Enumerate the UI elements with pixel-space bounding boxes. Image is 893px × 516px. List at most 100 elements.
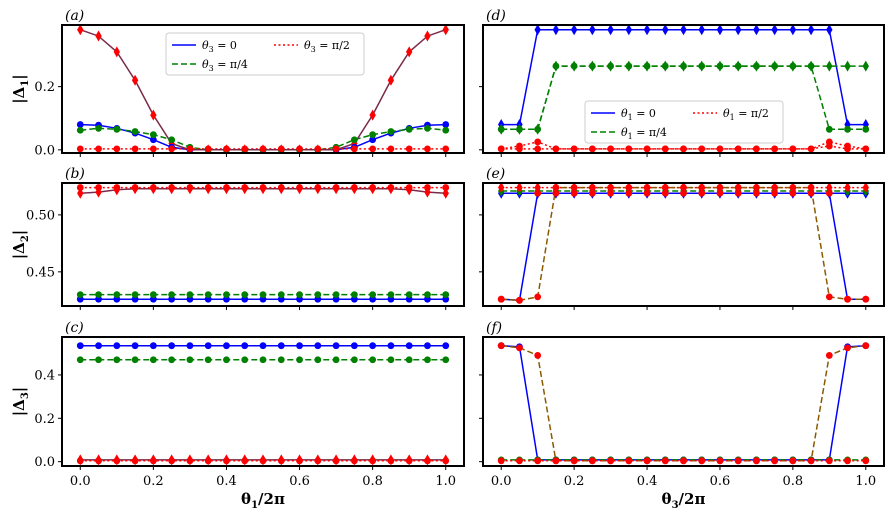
data-point [825, 189, 833, 197]
data-point [424, 145, 431, 153]
data-point [387, 291, 395, 299]
data-point [76, 291, 84, 299]
data-point [131, 128, 139, 135]
panel-f: 0.0 0.2 0.4 0.6 0.8 1.0 (f) θ3/2π [479, 320, 885, 511]
data-point [350, 356, 358, 364]
data-point [588, 62, 596, 70]
data-point [789, 184, 797, 191]
data-point [241, 145, 249, 153]
axes-frame [61, 182, 465, 307]
data-point [734, 457, 742, 465]
data-point [607, 189, 614, 197]
data-point [296, 291, 303, 299]
data-point [753, 145, 760, 153]
data-point [516, 125, 523, 133]
data-point [588, 145, 596, 153]
legend-label: θ1 = π/2 [723, 107, 769, 122]
data-point [698, 145, 706, 153]
data-point [131, 342, 139, 350]
data-point [844, 457, 851, 465]
data-point [570, 62, 578, 70]
data-point [296, 184, 303, 191]
data-point [826, 25, 833, 36]
data-point [552, 25, 560, 36]
data-point [131, 74, 139, 86]
data-point [442, 342, 450, 350]
plot-area [76, 183, 450, 303]
data-point [862, 295, 870, 303]
data-point [296, 457, 303, 465]
data-point [76, 126, 84, 134]
x-tick-label: 0.2 [143, 474, 164, 489]
data-point [149, 291, 157, 299]
data-point [387, 184, 395, 191]
data-point [259, 356, 267, 364]
data-point [223, 291, 230, 299]
data-point [95, 356, 102, 364]
data-point [168, 145, 176, 153]
data-point [734, 184, 742, 191]
data-point [698, 25, 705, 36]
data-point [516, 183, 523, 194]
data-point [350, 145, 358, 153]
panel-e: (e) [479, 166, 885, 310]
data-point [442, 126, 450, 134]
data-point [369, 109, 376, 121]
data-point [113, 342, 121, 350]
data-point [753, 457, 760, 465]
x-axis-label: θ1/2π [241, 490, 285, 511]
x-tick-label: 0.0 [491, 474, 512, 489]
data-point [149, 342, 157, 350]
data-point [405, 46, 413, 58]
data-point [552, 62, 560, 70]
plot-area [76, 25, 450, 153]
data-point [497, 125, 505, 133]
data-point [680, 189, 687, 197]
data-point [442, 457, 450, 465]
data-point [625, 189, 633, 197]
data-point [296, 145, 303, 153]
panel-label: (c) [65, 320, 84, 336]
data-point [113, 457, 121, 465]
data-point [862, 342, 870, 350]
data-point [825, 293, 833, 301]
data-point [734, 145, 742, 153]
x-tick-label: 0.6 [710, 474, 731, 489]
data-point [661, 457, 669, 465]
data-point [661, 184, 669, 191]
data-point [387, 74, 395, 86]
data-point [716, 457, 724, 465]
data-point [825, 352, 833, 359]
x-axis-label: θ3/2π [662, 490, 706, 511]
data-point [405, 457, 413, 465]
data-point [387, 128, 395, 135]
data-point [131, 356, 139, 364]
data-point [862, 125, 870, 133]
data-point [442, 184, 450, 191]
data-point [789, 25, 797, 36]
legend-box [584, 100, 784, 144]
data-point [643, 145, 651, 153]
data-point [680, 457, 687, 465]
plot-area [497, 25, 870, 153]
panel-d: (d) θ1 = 0 θ1 = π/4 θ1 = π/2 [479, 8, 885, 157]
data-point [405, 184, 413, 191]
data-point [259, 342, 267, 350]
data-point [826, 183, 833, 194]
data-point [552, 145, 560, 153]
data-point [186, 145, 194, 153]
data-point [131, 184, 139, 191]
y-tick-label: 0.50 [26, 208, 55, 223]
data-point [369, 457, 377, 465]
legend-label: θ1 = π/4 [621, 126, 667, 141]
data-point [259, 184, 267, 191]
plot-area [76, 342, 450, 466]
data-point [844, 295, 851, 303]
axes-frame [61, 336, 465, 467]
plot-area [497, 342, 870, 465]
data-point [625, 184, 633, 191]
data-point [424, 124, 431, 132]
axes-frame [482, 24, 885, 154]
data-point [698, 62, 706, 70]
series-line-4 [501, 186, 866, 302]
